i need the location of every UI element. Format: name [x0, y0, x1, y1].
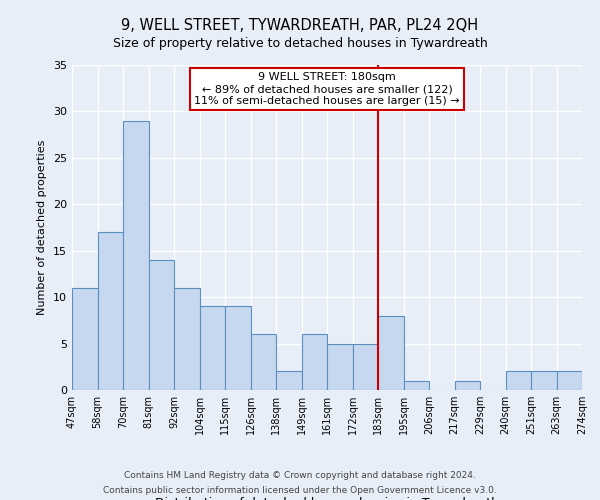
Bar: [174, 288, 199, 390]
Bar: [404, 380, 429, 390]
Text: Size of property relative to detached houses in Tywardreath: Size of property relative to detached ho…: [113, 38, 487, 51]
Bar: [327, 344, 353, 390]
Bar: [505, 372, 531, 390]
Text: Contains HM Land Registry data © Crown copyright and database right 2024.: Contains HM Land Registry data © Crown c…: [124, 471, 476, 480]
Bar: [123, 120, 149, 390]
Y-axis label: Number of detached properties: Number of detached properties: [37, 140, 47, 315]
Bar: [302, 334, 327, 390]
Bar: [455, 380, 480, 390]
Text: Contains public sector information licensed under the Open Government Licence v3: Contains public sector information licen…: [103, 486, 497, 495]
Bar: [251, 334, 276, 390]
Bar: [531, 372, 557, 390]
Text: 9 WELL STREET: 180sqm
← 89% of detached houses are smaller (122)
11% of semi-det: 9 WELL STREET: 180sqm ← 89% of detached …: [194, 72, 460, 106]
Bar: [276, 372, 302, 390]
Bar: [97, 232, 123, 390]
Bar: [378, 316, 404, 390]
Bar: [199, 306, 225, 390]
Text: 9, WELL STREET, TYWARDREATH, PAR, PL24 2QH: 9, WELL STREET, TYWARDREATH, PAR, PL24 2…: [121, 18, 479, 32]
Bar: [353, 344, 378, 390]
X-axis label: Distribution of detached houses by size in Tywardreath: Distribution of detached houses by size …: [155, 496, 499, 500]
Bar: [557, 372, 582, 390]
Bar: [72, 288, 97, 390]
Bar: [225, 306, 251, 390]
Bar: [149, 260, 174, 390]
